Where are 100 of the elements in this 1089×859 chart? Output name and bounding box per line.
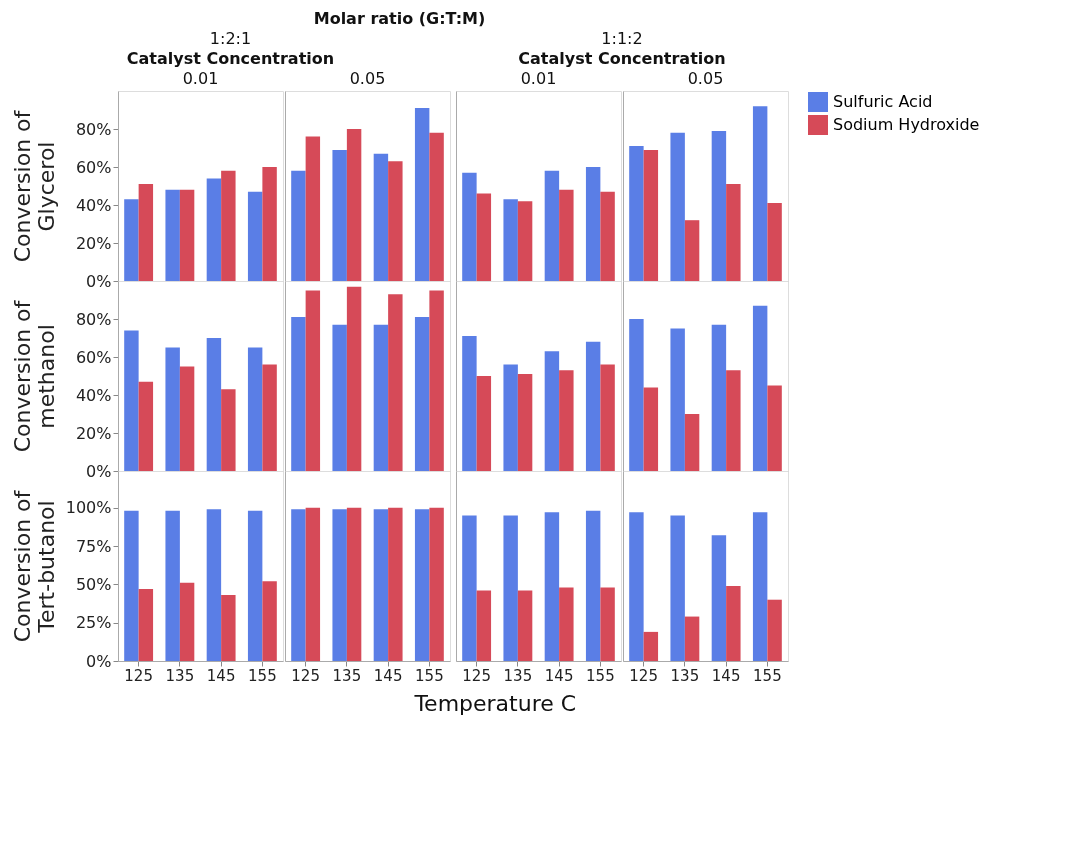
- x-tick-label: 145: [544, 666, 574, 685]
- bar: [517, 201, 533, 281]
- bar: [462, 172, 477, 281]
- y-tick-label: 100%: [65, 498, 112, 518]
- bar: [221, 595, 236, 661]
- bar: [767, 203, 782, 281]
- bar: [544, 512, 560, 661]
- bar: [752, 512, 768, 661]
- bar: [165, 347, 180, 471]
- bar: [206, 509, 222, 661]
- bar: [670, 132, 685, 281]
- x-tick-label: 135: [165, 666, 195, 685]
- bar: [462, 336, 477, 471]
- chart-title: 0.01: [520, 69, 557, 88]
- x-tick-label: 135: [332, 666, 362, 685]
- bar: [711, 130, 727, 281]
- bar: [752, 106, 768, 281]
- x-tick-label: 155: [415, 666, 444, 685]
- bar: [726, 370, 741, 471]
- text: Temperature C: [413, 690, 577, 716]
- bar: [179, 366, 195, 471]
- bar: [643, 387, 659, 471]
- y-tick-label: 80%: [75, 309, 112, 329]
- legend-label: Sulfuric Acid: [833, 92, 933, 111]
- bar: [305, 290, 321, 471]
- bar: [262, 167, 277, 281]
- x-tick-label: 145: [711, 666, 741, 685]
- y-axis-title: Conversion of methanol: [9, 299, 59, 453]
- bar: [373, 324, 389, 471]
- text: 1:1:2: [601, 28, 643, 48]
- bar: [726, 585, 741, 661]
- text: Catalyst Concentration: [126, 48, 335, 68]
- bar: [600, 587, 615, 661]
- bar: [346, 286, 362, 471]
- bar: [262, 581, 277, 661]
- y-tick-label: 60%: [75, 347, 112, 367]
- x-tick-label: 145: [206, 666, 236, 685]
- bar: [726, 184, 741, 281]
- bar: [544, 351, 560, 471]
- y-tick-label: 0%: [86, 271, 112, 291]
- bar: [643, 149, 659, 281]
- text: 1:2:1: [209, 28, 252, 48]
- x-tick-label: 125: [629, 666, 658, 685]
- bar: [585, 510, 601, 661]
- bar: [476, 193, 492, 281]
- bar: [585, 167, 601, 281]
- bar: [600, 364, 615, 471]
- y-tick-label: 20%: [75, 423, 112, 443]
- bar: [684, 414, 700, 471]
- bar: [711, 324, 727, 471]
- bar: [291, 317, 306, 471]
- bar: [476, 376, 492, 471]
- y-axis-title: Conversion of Tert-butanol: [9, 489, 59, 643]
- x-tick-label: 135: [670, 666, 700, 685]
- x-tick-label: 135: [503, 666, 533, 685]
- bar: [517, 374, 533, 471]
- bar: [629, 319, 644, 471]
- bar: [138, 184, 154, 281]
- chart-title: 0.01: [182, 69, 219, 88]
- y-tick-label: 75%: [75, 536, 112, 556]
- bar: [124, 510, 139, 661]
- bar: [138, 381, 154, 471]
- bar: [503, 364, 518, 471]
- chart-title: 0.05: [687, 69, 724, 88]
- text: Catalyst Concentration: [518, 48, 726, 68]
- legend-label: Sodium Hydroxide: [833, 115, 980, 134]
- bar: [414, 108, 430, 281]
- bar: [346, 129, 362, 281]
- bar: [291, 170, 306, 281]
- bar: [503, 515, 518, 661]
- bar: [124, 330, 139, 471]
- bar: [247, 510, 263, 661]
- y-tick-label: 50%: [75, 574, 112, 594]
- x-tick-label: 155: [248, 666, 277, 685]
- bar: [373, 153, 389, 281]
- bar: [462, 515, 477, 661]
- bar: [221, 389, 236, 471]
- y-tick-label: 40%: [75, 385, 112, 405]
- bar: [262, 364, 277, 471]
- x-tick-label: 155: [586, 666, 615, 685]
- bar: [165, 189, 180, 281]
- bar: [388, 294, 403, 471]
- y-tick-label: 80%: [75, 119, 112, 139]
- chart-title: 0.05: [349, 69, 386, 88]
- x-tick-label: 155: [753, 666, 782, 685]
- bar: [429, 290, 444, 471]
- bar: [165, 510, 180, 661]
- bar: [332, 149, 347, 281]
- bar: [684, 220, 700, 281]
- bar: [559, 189, 574, 281]
- bar: [429, 132, 444, 281]
- bar: [544, 170, 560, 281]
- bar: [559, 587, 574, 661]
- x-tick-label: 125: [124, 666, 153, 685]
- y-tick-label: 20%: [75, 233, 112, 253]
- bar: [670, 328, 685, 471]
- bar: [206, 338, 222, 471]
- y-tick-label: 0%: [86, 651, 112, 671]
- y-tick-label: 25%: [75, 613, 112, 633]
- text: Molar ratio (G:T:M): [313, 8, 486, 28]
